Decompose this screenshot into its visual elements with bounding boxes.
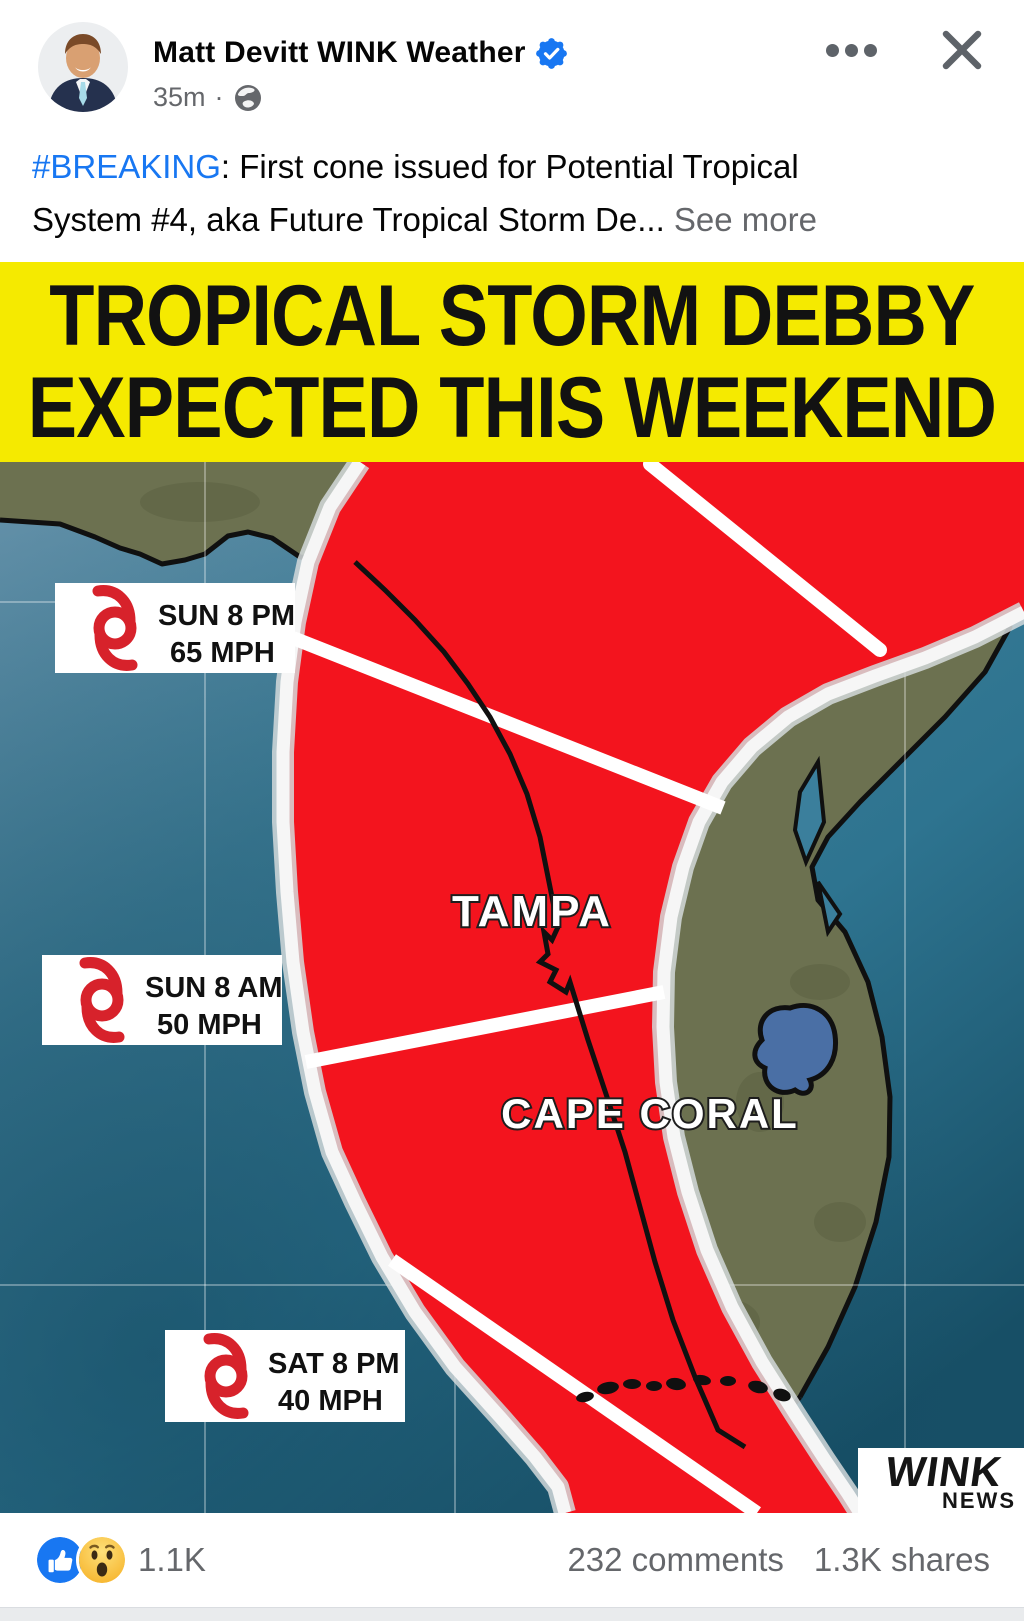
point-time: SUN 8 PM: [158, 600, 295, 632]
florida-keys: [576, 1374, 791, 1403]
forecast-map-image[interactable]: TAMPA CAPE CORAL SUN 8 PM 65 MPH SUN 8 A…: [0, 455, 1024, 1519]
globe-privacy-icon: [234, 84, 261, 111]
section-divider: [0, 1607, 1024, 1621]
point-wind: 50 MPH: [157, 1009, 262, 1041]
forecast-point-sun8am: SUN 8 AM 50 MPH: [42, 955, 283, 1045]
city-label-cape-coral: CAPE CORAL: [501, 1090, 799, 1137]
post-text-2: System #4, aka Future Tropical Storm De.…: [32, 201, 674, 238]
post-line-2: System #4, aka Future Tropical Storm De.…: [32, 193, 1002, 246]
post-text-1: : First cone issued for Potential Tropic…: [220, 148, 799, 185]
post-line-1: #BREAKING: First cone issued for Potenti…: [32, 140, 1002, 193]
reactions-summary[interactable]: 1.1K: [34, 1533, 206, 1586]
point-wind: 65 MPH: [170, 637, 275, 669]
wink-news-logo: WINK NEWS: [858, 1448, 1024, 1513]
avatar[interactable]: [38, 22, 128, 112]
logo-wink: WINK: [883, 1448, 1006, 1495]
point-time: SUN 8 AM: [145, 972, 283, 1004]
shares-count[interactable]: 1.3K shares: [813, 1540, 990, 1578]
dot: [845, 43, 858, 57]
tropical-storm-icon: [92, 585, 138, 671]
lake-okeechobee: [752, 1003, 839, 1096]
lagoon-shapes: [792, 755, 843, 938]
post-text: #BREAKING: First cone issued for Potenti…: [32, 140, 1002, 246]
verified-badge-icon: [535, 37, 567, 69]
dot: [826, 43, 839, 57]
dot-separator: ·: [214, 82, 224, 112]
tropical-storm-icon: [203, 1333, 249, 1419]
avatar-image: [38, 22, 128, 112]
logo-news: NEWS: [942, 1488, 1016, 1513]
forecast-point-sun8pm: SUN 8 PM 65 MPH: [55, 583, 295, 673]
forecast-map: TAMPA CAPE CORAL SUN 8 PM 65 MPH SUN 8 A…: [0, 455, 1024, 1519]
dot: [864, 43, 877, 57]
headline-banner[interactable]: TROPICAL STORM DEBBY EXPECTED THIS WEEKE…: [0, 262, 1024, 462]
cone-dividers: [290, 457, 887, 1519]
forecast-point-sat8pm: SAT 8 PM 40 MPH: [165, 1330, 405, 1422]
tropical-storm-icon: [79, 957, 125, 1043]
point-time: SAT 8 PM: [268, 1348, 400, 1380]
comments-count[interactable]: 232 comments: [567, 1540, 784, 1578]
wow-reaction-icon: [76, 1533, 128, 1586]
close-icon: [942, 30, 982, 70]
engagement-bar: 1.1K 232 comments 1.3K shares: [0, 1513, 1024, 1606]
banner-line-1: TROPICAL STORM DEBBY: [49, 268, 975, 364]
hashtag-link[interactable]: #BREAKING: [32, 148, 221, 185]
close-button[interactable]: [936, 24, 988, 76]
see-more-link[interactable]: See more: [673, 201, 817, 238]
reaction-count: 1.1K: [138, 1540, 206, 1578]
author-name[interactable]: Matt Devitt WINK Weather: [153, 36, 526, 69]
banner-line-2: EXPECTED THIS WEEKEND: [27, 360, 997, 456]
more-options-button[interactable]: [826, 36, 888, 64]
coastline-over-cone: [353, 560, 747, 1450]
city-label-tampa: TAMPA: [452, 887, 612, 936]
timestamp[interactable]: 35m: [153, 82, 206, 112]
point-wind: 40 MPH: [278, 1385, 383, 1417]
